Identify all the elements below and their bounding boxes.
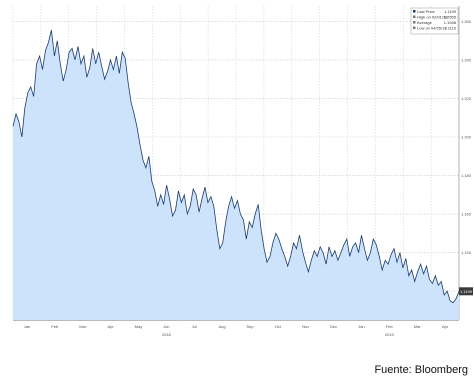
x-tick-label: Apr <box>107 324 114 329</box>
legend-label: Last Price <box>417 9 436 14</box>
legend-value: 1.1199 <box>444 9 457 14</box>
x-tick-label: Feb <box>386 324 394 329</box>
legend-label: High on 02/01/18 <box>417 15 448 20</box>
y-tick-label: 1.200 <box>461 134 472 139</box>
y-tick-label: 1.140 <box>461 250 472 255</box>
y-tick-label: 1.260 <box>461 19 472 24</box>
y-tick-label: 1.240 <box>461 57 472 62</box>
x-tick-label: Jan <box>24 324 30 329</box>
x-tick-label: Feb <box>51 324 59 329</box>
x-tick-label: Apr <box>442 324 449 329</box>
legend-label: Average <box>417 20 433 25</box>
x-tick-label: Dec <box>330 324 337 329</box>
x-tick-label: Jan <box>358 324 364 329</box>
x-tick-label: Sep <box>246 324 254 329</box>
legend-value: 1.1110 <box>444 26 456 31</box>
legend-swatch <box>413 21 416 24</box>
legend-swatch <box>413 10 416 13</box>
x-tick-label: Nov <box>302 324 309 329</box>
last-price-label: 1.1199 <box>460 289 473 294</box>
x-tick-label: Jun <box>163 324 169 329</box>
legend-box <box>410 7 459 35</box>
legend-value: 1.2555 <box>444 15 457 20</box>
legend-swatch <box>413 15 416 18</box>
last-price-marker: 1.1199 <box>459 287 473 296</box>
x-tick-label: Mar <box>79 324 87 329</box>
legend-label: Low on 04/25/19 <box>417 26 447 31</box>
y-tick-label: 1.180 <box>461 173 472 178</box>
x-tick-label: May <box>135 324 143 329</box>
source-caption: Fuente: Bloomberg <box>374 364 468 376</box>
legend-swatch <box>413 26 416 29</box>
x-year-label: 2019 <box>385 332 395 337</box>
last-price-box <box>459 287 473 296</box>
x-tick-label: Aug <box>219 324 226 329</box>
x-tick-label: Mar <box>414 324 422 329</box>
price-line <box>12 30 460 304</box>
x-tick-label: Oct <box>275 324 282 329</box>
x-year-label: 2018 <box>162 332 172 337</box>
y-tick-label: 1.220 <box>461 96 472 101</box>
x-tick-label: Jul <box>192 324 197 329</box>
legend-value: 1.1948 <box>444 20 457 25</box>
x-axis-ticks: Jan Feb Mar Apr May Jun Jul Aug Sep Oct Nov Dec Jan F… <box>24 324 449 337</box>
y-tick-label: 1.160 <box>461 212 472 217</box>
price-area <box>13 30 459 320</box>
